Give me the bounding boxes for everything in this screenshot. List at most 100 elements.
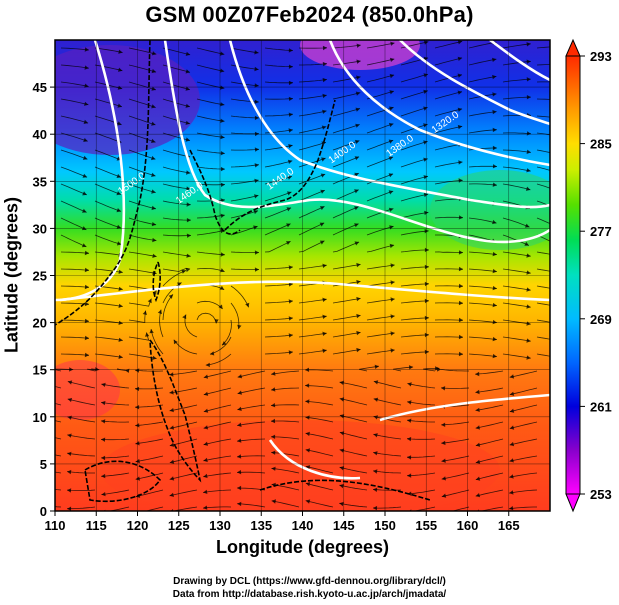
coastline-taiwan [152, 261, 161, 303]
streamline-arrow [84, 335, 89, 341]
streamline-arrow [84, 47, 89, 52]
streamline [60, 319, 90, 322]
streamline [230, 164, 259, 168]
streamline [298, 110, 327, 117]
streamline-arrow [458, 300, 463, 306]
streamline-arrow [339, 483, 344, 489]
streamline [128, 217, 157, 226]
streamline-arrow [305, 499, 311, 504]
streamline-arrow [83, 137, 88, 142]
y-tick-label: 20 [33, 316, 47, 331]
streamline [230, 302, 240, 330]
streamline [196, 183, 226, 186]
y-tick-label: 45 [33, 80, 47, 95]
streamline [94, 64, 123, 72]
streamline-arrow [271, 387, 276, 392]
streamline [434, 91, 463, 100]
streamline [305, 385, 334, 389]
streamline-arrow [117, 103, 122, 108]
streamline-arrow [245, 302, 250, 308]
streamline [468, 58, 497, 66]
contour-line [55, 40, 126, 302]
streamline-arrow [151, 172, 156, 177]
streamline [366, 244, 395, 253]
streamline [475, 472, 504, 480]
streamline [502, 78, 531, 83]
streamline [536, 302, 550, 306]
streamline [205, 353, 232, 366]
streamline [94, 268, 123, 273]
streamline-arrow [219, 285, 225, 290]
streamline-arrow [561, 98, 565, 102]
streamline-arrow [388, 207, 394, 212]
streamline-arrow [492, 145, 497, 151]
streamline [271, 436, 300, 440]
streamline [475, 438, 504, 446]
streamline [203, 455, 232, 462]
streamline-arrow [492, 92, 497, 97]
streamline-arrow [237, 324, 242, 330]
streamline [468, 41, 497, 49]
streamline [60, 200, 87, 213]
streamline [162, 294, 174, 321]
x-tick-label: 135 [250, 518, 272, 533]
streamline-arrow [354, 241, 360, 246]
streamline [468, 129, 497, 134]
streamline-arrow [67, 469, 72, 475]
streamline [502, 217, 530, 228]
streamline [339, 432, 368, 440]
streamline-arrow [151, 138, 156, 143]
streamline [94, 200, 122, 212]
streamline-arrow [526, 77, 531, 82]
streamline-arrow [173, 339, 178, 345]
streamline [400, 158, 428, 168]
streamline-arrow [559, 171, 564, 175]
streamline-arrow [254, 83, 259, 88]
streamline-arrow [373, 397, 379, 402]
streamline [270, 420, 300, 423]
streamline-arrow [492, 127, 497, 133]
streamline-arrow [117, 121, 122, 126]
streamline-arrow [219, 51, 225, 56]
streamline-arrow [526, 287, 531, 292]
streamline [264, 283, 293, 287]
streamline-arrow [475, 442, 481, 447]
streamline [305, 466, 334, 474]
streamline-arrow [219, 68, 225, 73]
streamline-arrow [271, 403, 276, 408]
streamline [237, 370, 266, 378]
colorbar-tick-label: 253 [590, 487, 612, 502]
streamline [94, 115, 122, 126]
streamline-arrow [356, 262, 361, 268]
coastline-philippines [149, 339, 202, 483]
streamline-arrow [151, 68, 157, 74]
streamline-arrow [81, 243, 87, 248]
streamline [332, 172, 359, 185]
streamline-arrow [286, 241, 291, 245]
streamline [373, 470, 402, 474]
streamline [468, 285, 497, 289]
streamline-arrow [237, 422, 242, 427]
streamline-arrow [237, 485, 242, 491]
streamline-arrow [509, 408, 515, 413]
streamline [128, 298, 152, 307]
streamline [400, 351, 429, 355]
streamline [339, 466, 368, 474]
streamline [298, 173, 326, 185]
streamline [264, 223, 291, 236]
streamline [298, 141, 327, 151]
streamline-arrow [339, 448, 345, 453]
streamline-arrow [558, 226, 563, 230]
streamline [332, 315, 361, 321]
streamline [332, 76, 361, 83]
streamline-arrow [305, 482, 311, 487]
streamline-arrow [458, 160, 463, 165]
streamline [271, 452, 300, 457]
streamline-arrow [526, 304, 531, 309]
streamline [339, 398, 368, 406]
streamline [221, 319, 232, 346]
coastline-borneo [84, 460, 162, 503]
streamline-arrow [67, 506, 72, 511]
streamline-arrow [151, 205, 156, 211]
